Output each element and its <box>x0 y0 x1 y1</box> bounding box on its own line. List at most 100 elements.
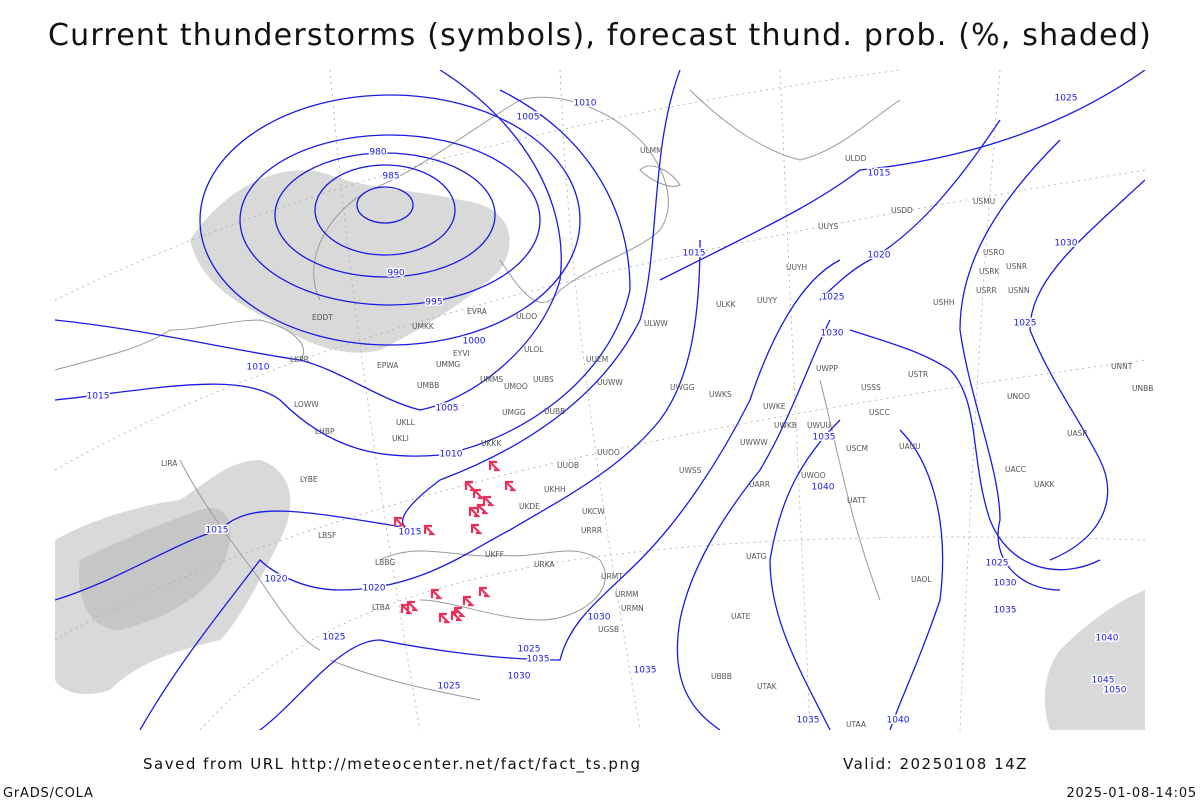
station-label: UWWW <box>740 438 768 447</box>
isobar-label: 990 <box>387 269 404 279</box>
thunderstorm-symbol <box>472 488 485 500</box>
station-label: UKKK <box>481 439 502 448</box>
station-label: ULOO <box>516 312 537 321</box>
station-label: UATE <box>731 612 751 621</box>
station-label: USCC <box>869 408 890 417</box>
thunderstorm-symbol <box>476 503 489 515</box>
station-label: UKFF <box>485 550 504 559</box>
station-label: USNR <box>1006 262 1027 271</box>
station-label: UUBB <box>544 407 565 416</box>
isobar-label: 1025 <box>323 633 346 643</box>
station-label: UTAK <box>757 682 778 691</box>
isobar-label: 1020 <box>363 584 386 594</box>
station-label: ULWW <box>644 319 668 328</box>
timestamp: 2025-01-08-14:05 <box>1066 786 1197 800</box>
station-label: UAKK <box>1034 480 1056 489</box>
station-label: LHBP <box>315 427 335 436</box>
isobar-label: 1005 <box>517 113 540 123</box>
station-label: LKPR <box>290 355 309 364</box>
station-label: UWSS <box>679 466 702 475</box>
isobar-label: 1010 <box>440 450 463 460</box>
thunderstorm-symbol <box>406 600 419 612</box>
station-label: USNN <box>1008 286 1029 295</box>
station-label: UTAA <box>846 720 867 729</box>
station-label: USHH <box>933 298 955 307</box>
isobar-label: 1025 <box>438 682 461 692</box>
station-label: URRR <box>581 526 602 535</box>
station-label: UNNT <box>1111 362 1133 371</box>
station-label: UNBB <box>1132 384 1153 393</box>
isobar-label: 1015 <box>206 526 229 536</box>
thunderstorm-symbol <box>470 523 483 535</box>
isobar-label: 1035 <box>813 433 836 443</box>
station-label: UUYH <box>786 263 807 272</box>
station-label: UKLI <box>392 434 409 443</box>
station-label: USCM <box>846 444 868 453</box>
station-label: UARR <box>749 480 770 489</box>
isobar-label: 1010 <box>574 99 597 109</box>
station-label: UMOO <box>504 382 528 391</box>
station-label: LBBG <box>375 558 395 567</box>
station-label: EYVI <box>453 349 470 358</box>
isobar-label: 1025 <box>1055 94 1078 104</box>
station-label: URMM <box>615 590 639 599</box>
station-label: USSS <box>861 383 881 392</box>
station-label: EVRA <box>467 307 488 316</box>
isobar-label: 1040 <box>812 483 835 493</box>
thunderstorm-symbol <box>462 595 475 607</box>
coastlines <box>55 89 901 701</box>
title: Current thunderstorms (symbols), forecas… <box>48 18 1152 53</box>
station-label: LIRA <box>161 459 178 468</box>
isobar-label: 1035 <box>797 716 820 726</box>
isobar-label: 980 <box>369 148 386 158</box>
isobar-label: 1025 <box>1014 319 1037 329</box>
station-label: UATG <box>746 552 767 561</box>
station-label: LBSF <box>318 531 336 540</box>
station-label: LTBA <box>372 603 391 612</box>
station-label: UWGG <box>670 383 695 392</box>
station-label: USDD <box>891 206 913 215</box>
isobar-label: 1035 <box>994 606 1017 616</box>
isobar-label: 1010 <box>247 363 270 373</box>
isobar-label: 1030 <box>1055 239 1078 249</box>
station-label: UBBB <box>711 672 732 681</box>
station-label: USTR <box>908 370 928 379</box>
station-label: UUOO <box>597 448 620 457</box>
station-label: UAUU <box>899 442 921 451</box>
station-label: UWKB <box>774 421 797 430</box>
thunderstorm-symbol <box>488 460 501 472</box>
map-labels: 1010 1005 980 985 990 995 1000 1005 1010 1010 1015… <box>85 92 1153 729</box>
station-label: URMN <box>621 604 644 613</box>
station-label: UACC <box>1005 465 1026 474</box>
station-label: UMGG <box>502 408 526 417</box>
station-label: UMMS <box>480 375 503 384</box>
station-label: UKDE <box>519 502 540 511</box>
station-label: UMBB <box>417 381 439 390</box>
isobar-label: 1015 <box>868 169 891 179</box>
thunderstorm-symbol <box>438 612 451 624</box>
station-label: USRO <box>983 248 1004 257</box>
map-area <box>55 70 1145 730</box>
station-label: LOWW <box>294 400 319 409</box>
station-label: UAOL <box>911 575 932 584</box>
isobar-label: 1025 <box>986 559 1009 569</box>
station-label: UWUU <box>807 421 831 430</box>
software-credit: GrADS/COLA <box>3 786 94 800</box>
thunderstorm-symbol <box>423 524 436 536</box>
isobar-label: 1020 <box>868 251 891 261</box>
station-label: UWPP <box>816 364 838 373</box>
isobar-label: 1040 <box>887 716 910 726</box>
probability-shading <box>79 508 231 630</box>
isobar-label: 1025 <box>822 293 845 303</box>
isobars <box>55 70 1145 730</box>
valid-time: Valid: 20250108 14Z <box>843 755 1028 773</box>
isobar-label: 1035 <box>527 655 550 665</box>
station-label: ULKK <box>716 300 737 309</box>
station-label: EPWA <box>377 361 399 370</box>
isobar-label: 1005 <box>436 404 459 414</box>
probability-shading <box>1044 590 1145 730</box>
station-label: UGSB <box>598 625 619 634</box>
isobar-label: 1015 <box>683 249 706 259</box>
station-label: UUWW <box>597 378 623 387</box>
